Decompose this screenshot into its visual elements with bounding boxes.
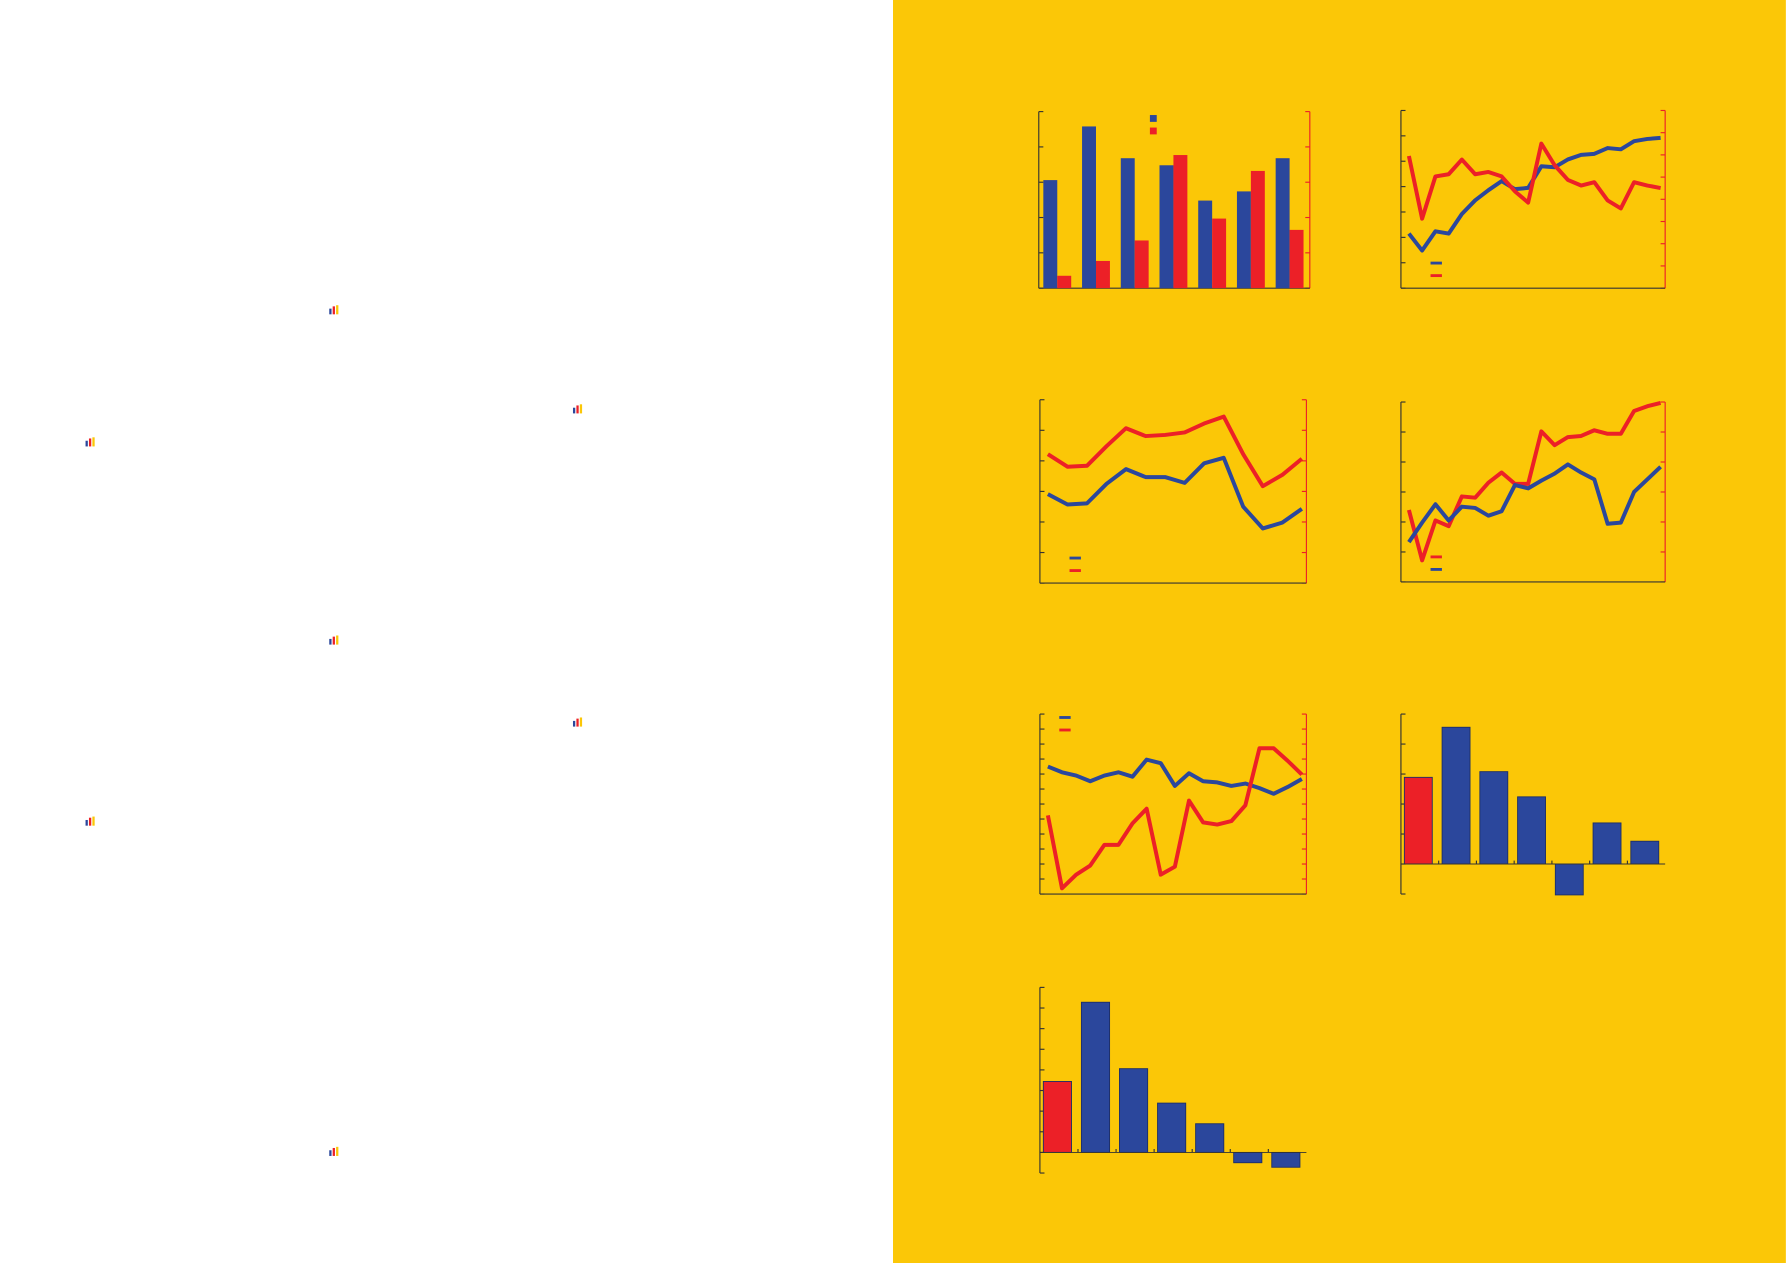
chart: [1039, 713, 1307, 895]
bar: [1042, 1080, 1072, 1153]
chart-icon: [329, 635, 339, 645]
bar: [1173, 155, 1188, 289]
chart-icon: [329, 305, 339, 315]
chart-icon: [85, 816, 95, 826]
bar: [1479, 771, 1509, 865]
bar: [1289, 229, 1304, 289]
bar: [1159, 165, 1174, 289]
bar: [1441, 726, 1471, 865]
chart-icon: [85, 437, 95, 447]
bar: [1592, 822, 1622, 865]
chart-icon: [572, 717, 583, 727]
legend-swatch: [1149, 115, 1157, 122]
bar: [1233, 1151, 1263, 1164]
bar: [1236, 191, 1251, 289]
chart-icon: [572, 404, 583, 414]
icons: [85, 305, 583, 1156]
bar: [1134, 240, 1149, 289]
line-series: [1407, 462, 1662, 544]
chart: [1400, 109, 1666, 289]
chart: [1039, 399, 1307, 584]
line-series: [1046, 455, 1303, 531]
bar: [1554, 863, 1584, 896]
left-pane: [0, 0, 893, 1263]
bar: [1119, 1068, 1149, 1153]
legend-swatch: [1149, 127, 1157, 135]
bar: [1517, 796, 1546, 865]
line-series: [1406, 400, 1662, 563]
chart: [1400, 713, 1666, 896]
bar: [1271, 1151, 1301, 1168]
chart: [1038, 111, 1311, 289]
bar: [1195, 1123, 1225, 1153]
line-series: [1046, 414, 1304, 489]
bar: [1212, 218, 1227, 289]
chart-icon: [329, 1146, 339, 1156]
bar: [1403, 776, 1433, 865]
bar: [1120, 158, 1135, 289]
bar: [1082, 126, 1096, 289]
bar: [1043, 180, 1058, 289]
bar: [1057, 275, 1072, 289]
bar: [1157, 1102, 1187, 1153]
bar: [1250, 170, 1265, 289]
chart: [1400, 400, 1666, 583]
line-series: [1406, 141, 1661, 221]
bar: [1630, 840, 1660, 865]
line-series: [1047, 757, 1303, 796]
bar: [1275, 158, 1290, 289]
chart: [1039, 986, 1307, 1174]
line-series: [1045, 746, 1304, 891]
bar: [1080, 1001, 1111, 1153]
bar: [1095, 260, 1110, 289]
chart-pane: [893, 0, 1786, 1263]
bar: [1198, 200, 1213, 289]
